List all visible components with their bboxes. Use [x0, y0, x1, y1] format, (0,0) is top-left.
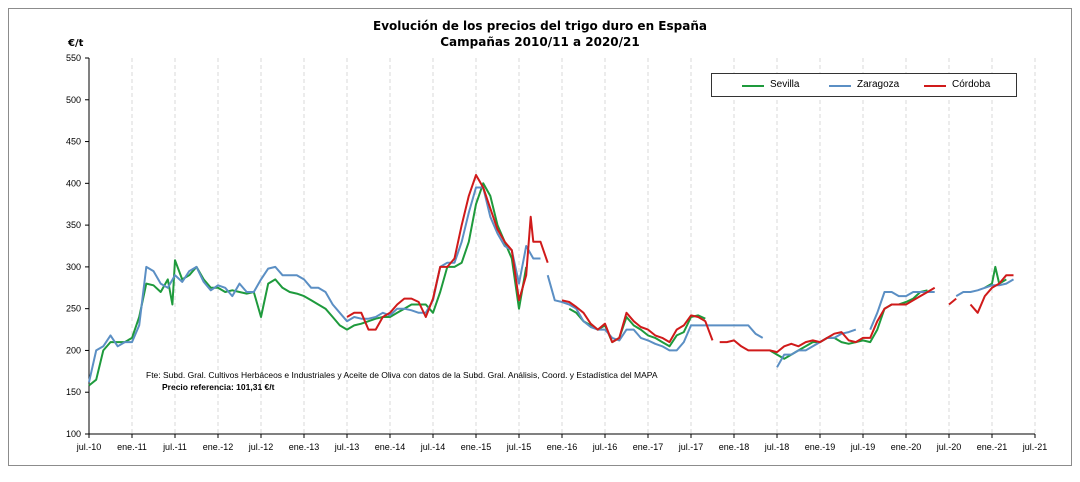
y-tick-label: 250	[66, 304, 81, 314]
legend-label-cordoba: Córdoba	[952, 79, 991, 90]
legend-label-zaragoza: Zaragoza	[857, 79, 900, 90]
series-line-zaragoza	[955, 278, 1015, 297]
chart-title: Evolución de los precios del trigo duro …	[373, 19, 707, 33]
x-tick-label: ene.-12	[203, 442, 234, 452]
legend-swatch-cordoba	[924, 85, 946, 87]
tick-labels: jul.-10 ene.-11 jul.-11 ene.-12 jul.-12 ene.-…	[66, 53, 1047, 452]
legend: Sevilla Zaragoza Córdoba	[711, 73, 1017, 97]
y-tick-label: 200	[66, 345, 81, 355]
x-tick-label: jul.-19	[850, 442, 876, 452]
x-tick-label: jul.-14	[420, 442, 446, 452]
x-tick-label: jul.-11	[162, 442, 187, 452]
source-note: Fte: Subd. Gral. Cultivos Herbáceos e In…	[146, 370, 658, 380]
legend-swatch-sevilla	[742, 85, 764, 87]
x-tick-label: jul.-10	[76, 442, 102, 452]
series-line-zaragoza	[869, 291, 935, 330]
x-tick-label: jul.-18	[764, 442, 790, 452]
x-tick-label: jul.-21	[1022, 442, 1048, 452]
y-tick-label: 150	[66, 387, 81, 397]
x-tick-label: ene.-14	[375, 442, 406, 452]
series-line-cordoba	[969, 274, 1014, 314]
series-line-zaragoza	[546, 274, 764, 352]
x-tick-label: ene.-16	[547, 442, 578, 452]
y-tick-label: 300	[66, 262, 81, 272]
x-tick-label: ene.-21	[977, 442, 1008, 452]
y-tick-label: 100	[66, 429, 81, 439]
chart-subtitle: Campañas 2010/11 a 2020/21	[440, 35, 640, 49]
x-tick-label: ene.-20	[891, 442, 922, 452]
y-tick-label: 550	[66, 53, 81, 63]
series-line-cordoba	[948, 297, 957, 306]
legend-swatch-zaragoza	[829, 85, 851, 87]
series-line-cordoba	[346, 174, 549, 331]
series-line-sevilla	[568, 307, 706, 348]
x-tick-label: ene.-19	[805, 442, 836, 452]
series-line-cordoba	[561, 299, 714, 344]
y-tick-label: 400	[66, 178, 81, 188]
x-tick-label: jul.-17	[678, 442, 704, 452]
y-tick-label: 350	[66, 220, 81, 230]
x-tick-label: jul.-16	[592, 442, 618, 452]
y-axis-label: €/t	[68, 38, 84, 49]
series-line-zaragoza	[88, 186, 541, 383]
y-tick-label: 450	[66, 137, 81, 147]
x-tick-label: jul.-13	[334, 442, 360, 452]
x-tick-label: ene.-13	[289, 442, 320, 452]
x-tick-label: ene.-17	[633, 442, 664, 452]
y-tick-label: 500	[66, 95, 81, 105]
x-tick-label: ene.-15	[461, 442, 492, 452]
series-lines	[88, 174, 1015, 387]
x-tick-label: jul.-15	[506, 442, 532, 452]
legend-label-sevilla: Sevilla	[770, 79, 800, 90]
x-tick-label: jul.-20	[936, 442, 962, 452]
reference-price-note: Precio referencia: 101,31 €/t	[162, 382, 275, 392]
x-tick-label: ene.-18	[719, 442, 750, 452]
x-tick-label: jul.-12	[248, 442, 274, 452]
x-tick-label: ene.-11	[117, 442, 147, 452]
series-line-sevilla	[769, 289, 928, 360]
series-line-cordoba	[719, 286, 936, 354]
axes	[85, 57, 1036, 438]
series-line-sevilla	[88, 182, 528, 387]
